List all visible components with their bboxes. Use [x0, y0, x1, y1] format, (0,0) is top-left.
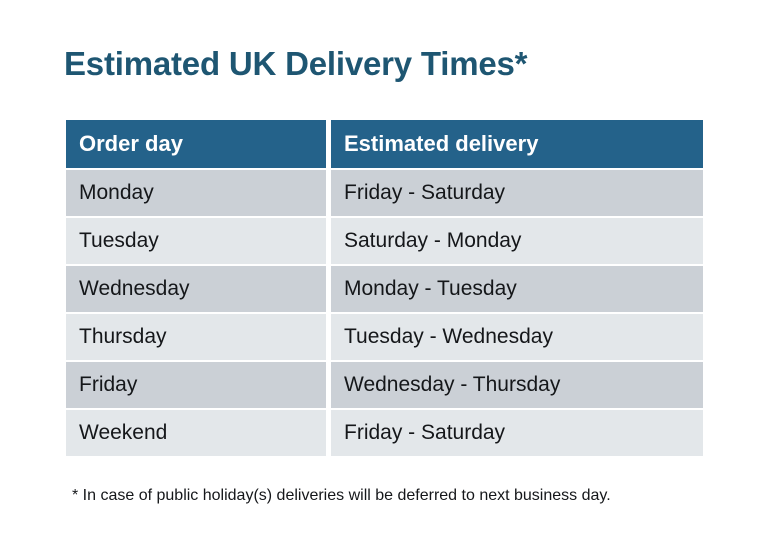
column-header-estimated-delivery: Estimated delivery [331, 120, 703, 168]
cell-order-day: Weekend [66, 410, 326, 456]
cell-order-day: Thursday [66, 314, 326, 360]
table-row: Wednesday Monday - Tuesday [66, 266, 703, 312]
cell-order-day: Friday [66, 362, 326, 408]
cell-estimated-delivery: Tuesday - Wednesday [331, 314, 703, 360]
table-header-row: Order day Estimated delivery [66, 120, 703, 168]
table-row: Thursday Tuesday - Wednesday [66, 314, 703, 360]
cell-estimated-delivery: Saturday - Monday [331, 218, 703, 264]
cell-order-day: Wednesday [66, 266, 326, 312]
cell-order-day: Tuesday [66, 218, 326, 264]
footnote: * In case of public holiday(s) deliverie… [72, 487, 611, 504]
column-header-order-day: Order day [66, 120, 326, 168]
table-row: Weekend Friday - Saturday [66, 410, 703, 456]
table-row: Tuesday Saturday - Monday [66, 218, 703, 264]
cell-estimated-delivery: Monday - Tuesday [331, 266, 703, 312]
delivery-times-table: Order day Estimated delivery Monday Frid… [66, 120, 703, 456]
cell-estimated-delivery: Friday - Saturday [331, 410, 703, 456]
table-row: Monday Friday - Saturday [66, 170, 703, 216]
cell-estimated-delivery: Friday - Saturday [331, 170, 703, 216]
page-title: Estimated UK Delivery Times* [64, 45, 528, 82]
table-row: Friday Wednesday - Thursday [66, 362, 703, 408]
cell-order-day: Monday [66, 170, 326, 216]
cell-estimated-delivery: Wednesday - Thursday [331, 362, 703, 408]
